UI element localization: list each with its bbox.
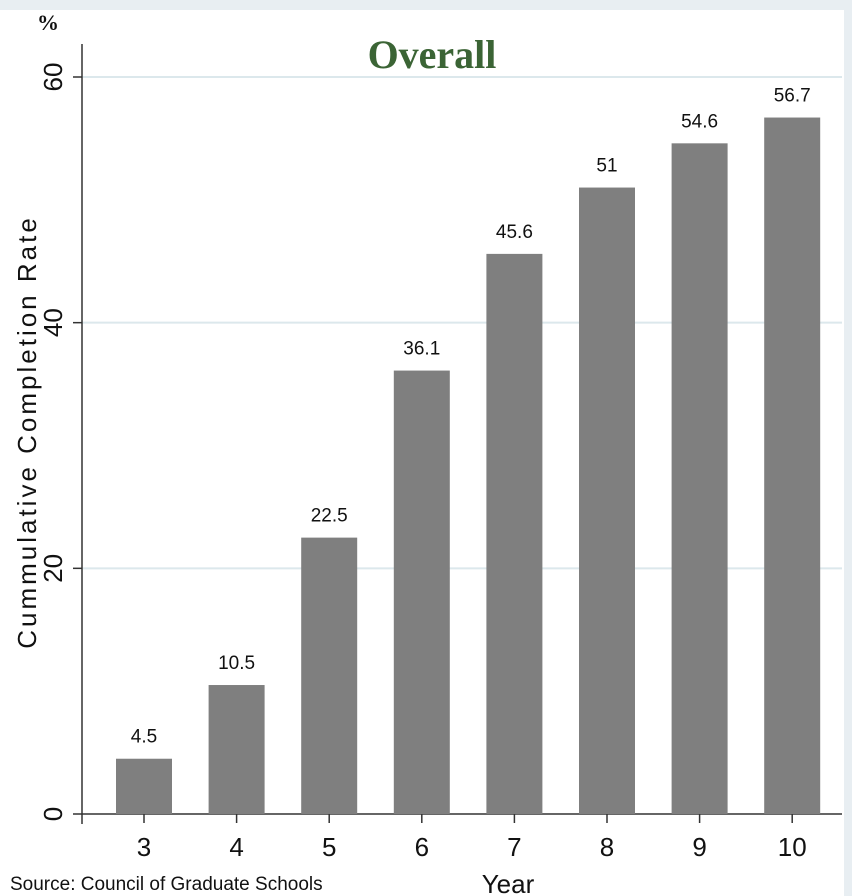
bar [486,253,543,814]
bar [116,758,172,814]
x-tick-label: 7 [507,832,521,862]
bar-value-label: 54.6 [681,111,718,132]
bar-value-label: 45.6 [496,222,533,243]
bar [301,537,358,814]
bar-value-label: 56.7 [774,86,811,107]
top-background-band [0,0,852,10]
bar [764,117,821,814]
y-tick-label: 60 [38,63,68,92]
unit-label: % [37,10,59,35]
bar [393,370,450,814]
bar-value-label: 10.5 [218,653,255,674]
bar [579,187,635,815]
right-background-band [844,0,852,896]
x-tick-label: 6 [415,832,429,862]
chart-title: Overall [368,32,497,77]
y-tick-label: 0 [38,807,68,821]
x-tick-label: 10 [778,832,807,862]
bar-value-label: 4.5 [131,727,157,748]
x-tick-label: 4 [229,832,243,862]
bar-value-label: 36.1 [403,339,440,360]
source-note: Source: Council of Graduate Schools [10,874,323,895]
y-axis-title: Cummulative Completion Rate [12,215,42,649]
x-tick-label: 3 [137,832,151,862]
bar-value-label: 51 [596,156,617,177]
x-tick-label: 5 [322,832,336,862]
y-tick-label: 20 [38,554,68,583]
bar [671,143,728,814]
bar [208,685,265,814]
bar-value-label: 22.5 [311,506,348,527]
x-tick-label: 8 [600,832,614,862]
x-tick-label: 9 [692,832,706,862]
x-axis-title: Year [482,869,535,896]
y-tick-label: 40 [38,308,68,337]
